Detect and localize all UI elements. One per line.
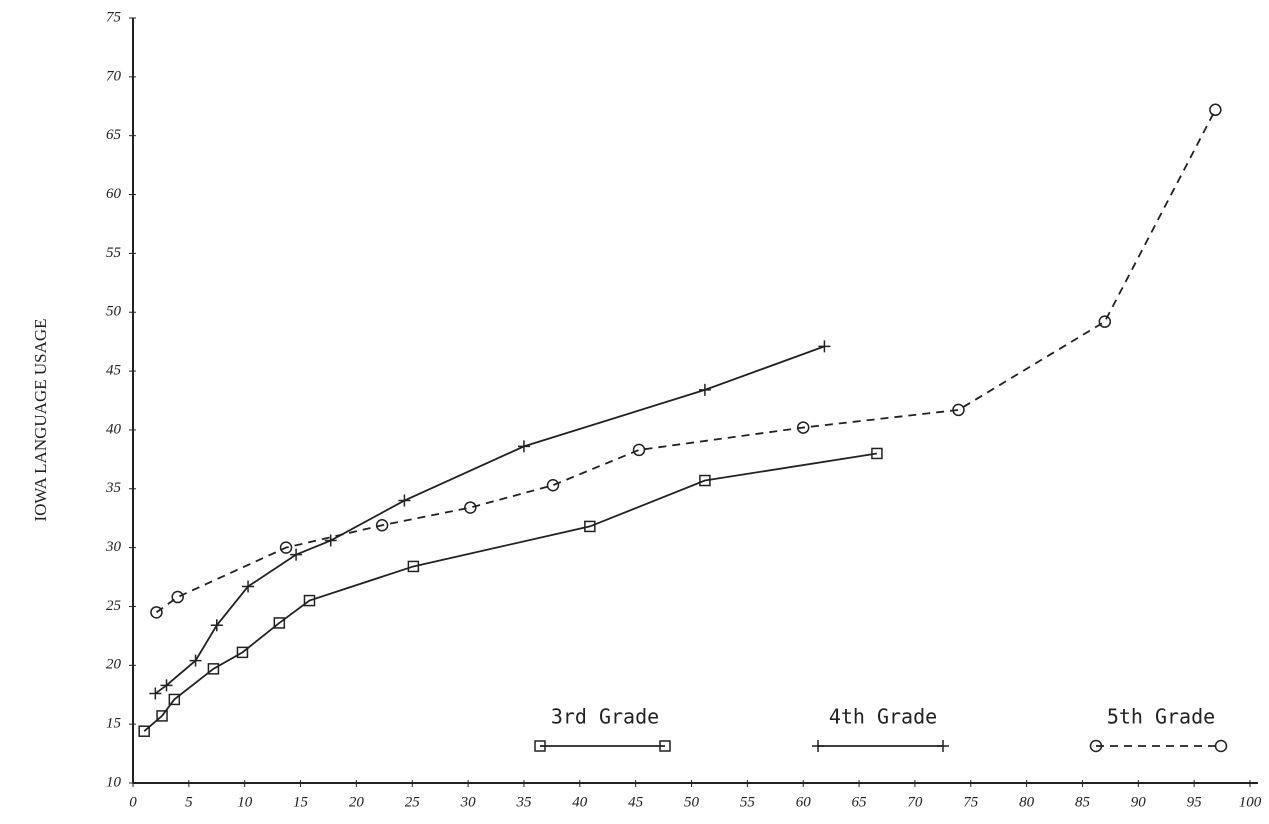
series-line (143, 452, 878, 732)
legend-marker (812, 740, 824, 752)
legend-marker (937, 740, 949, 752)
x-tick-label: 60 (796, 794, 812, 810)
x-tick-label: 100 (1239, 794, 1262, 810)
x-tick-label: 55 (740, 794, 756, 810)
legend-marker (534, 740, 546, 752)
x-tick-label: 40 (572, 794, 588, 810)
point (407, 560, 420, 573)
y-tick-label: 40 (106, 421, 122, 437)
x-tick-label: 50 (684, 794, 700, 810)
x-tick-label: 65 (852, 794, 868, 810)
point (952, 403, 965, 417)
point (273, 617, 286, 629)
point (303, 594, 316, 607)
point (698, 383, 711, 396)
y-tick-label: 70 (106, 68, 122, 84)
legend-label: 5th Grade (1107, 705, 1215, 729)
x-tick-label: 25 (405, 794, 421, 810)
point (242, 580, 255, 593)
point (138, 725, 150, 737)
series-line (155, 109, 1217, 614)
point (279, 541, 293, 554)
x-tick-label: 5 (185, 794, 193, 810)
x-tick-label: 80 (1019, 794, 1035, 810)
x-tick-label: 75 (963, 794, 979, 810)
y-tick-label: 55 (106, 245, 122, 261)
point (517, 440, 530, 453)
point (818, 340, 831, 353)
point (207, 663, 220, 675)
x-tick-label: 0 (129, 794, 137, 810)
point (156, 710, 168, 722)
point (1209, 103, 1222, 117)
point (871, 447, 883, 460)
x-tick-label: 70 (907, 794, 923, 810)
x-tick-label: 30 (460, 794, 477, 810)
x-tick-label: 45 (628, 794, 644, 810)
point (375, 519, 389, 532)
point (464, 501, 477, 514)
point (290, 548, 303, 561)
y-tick-label: 15 (106, 716, 122, 732)
x-tick-label: 35 (515, 794, 532, 810)
y-tick-label: 45 (106, 363, 122, 379)
point (699, 474, 711, 487)
point (796, 421, 810, 434)
point (546, 478, 560, 492)
point (149, 687, 162, 700)
y-tick-label: 60 (106, 186, 122, 202)
point (150, 606, 163, 619)
y-tick-label: 25 (106, 598, 122, 614)
point (632, 443, 646, 457)
y-tick-label: 65 (106, 127, 122, 143)
y-tick-label: 20 (106, 657, 122, 673)
point (1098, 315, 1112, 328)
legend-marker (1089, 739, 1103, 753)
point (168, 693, 181, 706)
point (236, 646, 249, 659)
legend-marker (1214, 739, 1228, 753)
y-tick-label: 10 (106, 774, 122, 790)
x-tick-label: 10 (237, 794, 253, 810)
point (171, 590, 184, 604)
y-tick-label: 35 (105, 480, 122, 496)
point (210, 619, 223, 632)
y-tick-label: 75 (106, 9, 122, 25)
legend-label: 3rd Grade (551, 705, 659, 729)
x-tick-label: 20 (349, 794, 365, 810)
y-tick-label: 30 (105, 539, 122, 555)
x-tick-label: 15 (293, 794, 309, 810)
x-tick-label: 90 (1131, 794, 1147, 810)
point (398, 494, 411, 507)
y-axis-label: IOWA LANGUAGE USAGE (31, 318, 50, 521)
point (189, 654, 202, 667)
point (324, 534, 337, 547)
x-tick-label: 85 (1075, 794, 1091, 810)
point (160, 679, 173, 692)
point (584, 520, 596, 533)
x-tick-label: 95 (1187, 794, 1203, 810)
y-tick-label: 50 (106, 304, 122, 320)
legend-label: 4th Grade (829, 705, 937, 729)
legend-marker (659, 740, 671, 752)
